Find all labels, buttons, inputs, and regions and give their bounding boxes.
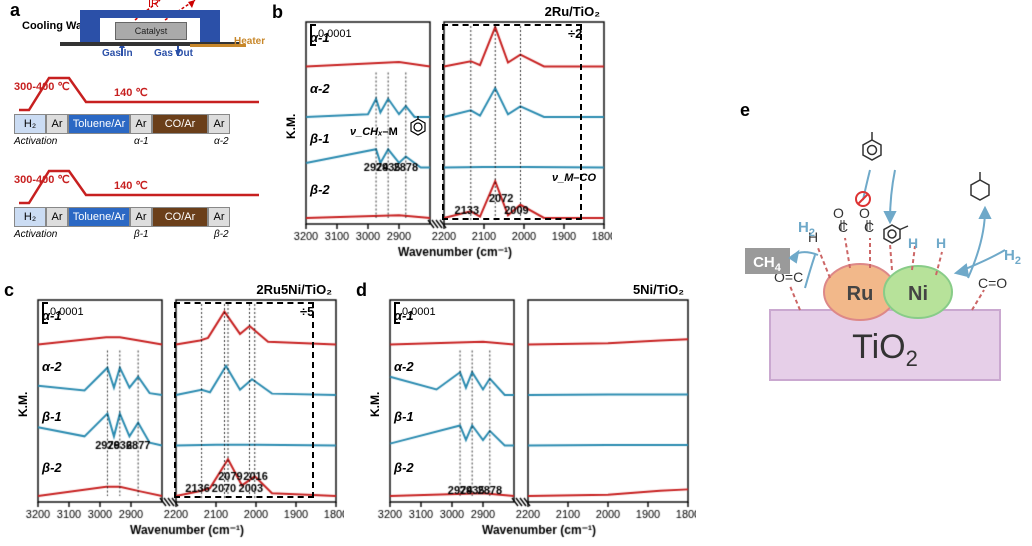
steps-row: H₂ArToluene/ArArCO/ArAr — [14, 207, 230, 227]
temp-low: 140 ℃ — [114, 179, 148, 192]
panel-a: a IR Cooling Water Catalyst Heater Gas I… — [10, 0, 260, 270]
trace-label: α-2 — [42, 359, 62, 374]
activation-label: Activation — [14, 229, 57, 240]
timeline-beta: 300-400 ℃140 ℃H₂ArToluene/ArArCO/ArArAct… — [14, 161, 264, 246]
svg-text:H: H — [908, 235, 918, 251]
panel-b: b 2Ru/TiO₂ α-1α-2β-1β-2K.M.0.0001÷2ν_CHₓ… — [272, 4, 612, 264]
h2-right: H2 — [1004, 247, 1021, 267]
panel-e: e TiO2 Ru Ni O=C H CO CO H H C=O — [740, 120, 1030, 400]
gas-in: Gas In — [102, 48, 133, 59]
svg-text:C=O: C=O — [978, 275, 1007, 291]
benzene-icon — [406, 116, 430, 140]
catalyst-box: Catalyst — [115, 22, 187, 40]
mechanism-svg: TiO2 Ru Ni O=C H CO CO H H C=O — [740, 120, 1030, 400]
scale-bracket — [42, 302, 48, 324]
label-d: d — [356, 280, 367, 301]
trace-label: β-2 — [394, 460, 414, 475]
gas-out: Gas Out — [154, 48, 193, 59]
step: H₂ — [14, 207, 46, 227]
svg-text:O: O — [833, 205, 844, 221]
temp-high: 300-400 ℃ — [14, 80, 70, 93]
scale-bracket — [394, 302, 400, 324]
y-axis-label: K.M. — [284, 114, 298, 139]
step: Toluene/Ar — [68, 114, 130, 134]
step: Ar — [208, 207, 230, 227]
svg-text:O: O — [859, 205, 870, 221]
nu-co-label: ν_M–CO — [552, 172, 596, 184]
ni-text: Ni — [908, 283, 928, 305]
anno-1: β-1 — [134, 229, 149, 240]
trace-label: β-2 — [42, 460, 62, 475]
label-c: c — [4, 280, 14, 301]
panel-d: d 5Ni/TiO₂ α-1α-2β-1β-2K.M.0.0001 — [356, 282, 696, 542]
scale-bracket — [310, 24, 316, 46]
step: Ar — [130, 114, 152, 134]
toluene-icon — [863, 132, 881, 160]
scale-label: 0.0001 — [318, 28, 352, 40]
ir-label: IR — [148, 0, 159, 10]
label-e: e — [740, 100, 750, 121]
scale-label: 0.0001 — [50, 306, 84, 318]
panel-c: c 2Ru5Ni/TiO₂ α-1α-2β-1β-2K.M.0.0001÷5 — [4, 282, 344, 542]
heater-label: Heater — [234, 36, 265, 47]
anno-1: α-1 — [134, 136, 149, 147]
anno-2: α-2 — [214, 136, 229, 147]
trace-label: β-1 — [394, 409, 414, 424]
title-c: 2Ru5Ni/TiO₂ — [256, 282, 332, 297]
steps-row: H₂ArToluene/ArArCO/ArAr — [14, 114, 230, 134]
step: Ar — [46, 114, 68, 134]
dashed-box — [442, 24, 582, 220]
title-b: 2Ru/TiO₂ — [545, 4, 600, 19]
nu-ch-label: ν_CHₓ–M — [350, 126, 398, 138]
dashed-box — [174, 302, 314, 498]
svg-text:C: C — [864, 219, 874, 235]
trace-label: α-2 — [310, 81, 330, 96]
y-axis-label: K.M. — [368, 392, 382, 417]
activation-label: Activation — [14, 136, 57, 147]
temp-high: 300-400 ℃ — [14, 173, 70, 186]
trace-label: β-1 — [310, 131, 330, 146]
y-axis-label: K.M. — [16, 392, 30, 417]
step: CO/Ar — [152, 114, 208, 134]
mch-icon — [971, 172, 989, 200]
anno-2: β-2 — [214, 229, 229, 240]
scale-label: 0.0001 — [402, 306, 436, 318]
ru-text: Ru — [847, 283, 874, 305]
svg-text:C: C — [838, 219, 848, 235]
trace-label: α-2 — [394, 359, 414, 374]
label-b: b — [272, 2, 283, 23]
step: Toluene/Ar — [68, 207, 130, 227]
title-d: 5Ni/TiO₂ — [633, 282, 684, 297]
label-a: a — [10, 0, 20, 21]
step: Ar — [208, 114, 230, 134]
divide-label: ÷5 — [300, 304, 314, 319]
trace-label: β-2 — [310, 182, 330, 197]
temp-low: 140 ℃ — [114, 86, 148, 99]
svg-text:H: H — [936, 235, 946, 251]
step: CO/Ar — [152, 207, 208, 227]
step: H₂ — [14, 114, 46, 134]
trace-label: β-1 — [42, 409, 62, 424]
step: Ar — [46, 207, 68, 227]
reactor-schematic: IR Cooling Water Catalyst Heater Gas In … — [50, 0, 250, 60]
step: Ar — [130, 207, 152, 227]
timeline-alpha: 300-400 ℃140 ℃H₂ArToluene/ArArCO/ArArAct… — [14, 68, 264, 153]
divide-label: ÷2 — [568, 26, 582, 41]
h2-left: H2 — [798, 219, 815, 239]
